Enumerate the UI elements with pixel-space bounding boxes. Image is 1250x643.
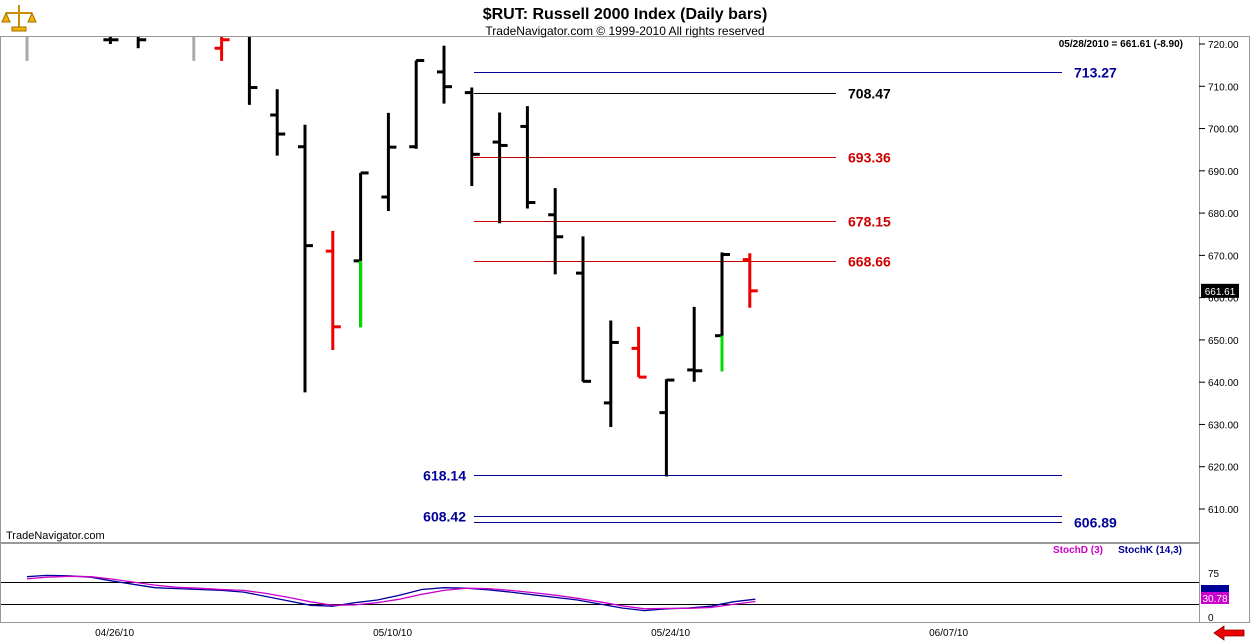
x-tick-label: 05/10/10 [373, 628, 412, 639]
level-label: 708.47 [848, 86, 891, 102]
y-tick-label: 680.00 [1208, 209, 1239, 220]
last-bar-info: 05/28/2010 = 661.61 (-8.90) [1059, 39, 1183, 50]
x-tick-label: 06/07/10 [929, 628, 968, 639]
y-tick-label: 650.00 [1208, 336, 1239, 347]
ohlc-bar [603, 320, 619, 427]
ohlc-bar [687, 306, 703, 382]
level-label: 713.27 [1074, 65, 1117, 81]
x-tick-label: 05/24/10 [651, 628, 690, 639]
ohlc-bar [25, 37, 29, 61]
y-tick-label: 620.00 [1208, 463, 1239, 474]
ohlc-bar [631, 326, 647, 379]
ohlc-bar [437, 45, 452, 104]
stochk-line [26, 574, 756, 612]
ohlc-bar [659, 378, 675, 477]
last-price-box [1201, 283, 1239, 298]
level-label: 618.14 [423, 468, 466, 484]
ohlc-bar [576, 236, 591, 383]
ohlc-bar [715, 252, 730, 372]
last-price-label: 661.61 [1205, 287, 1236, 298]
y-tick-label: 630.00 [1208, 420, 1239, 431]
level-label: 693.36 [848, 150, 891, 166]
level-label: 678.15 [848, 214, 891, 230]
ohlc-bar [192, 37, 202, 61]
chart-subtitle: TradeNavigator.com © 1999-2010 All right… [485, 24, 764, 38]
y-tick-label: 670.00 [1208, 251, 1239, 262]
x-tick-label: 04/26/10 [95, 628, 134, 639]
y-tick-label: 660.00 [1208, 294, 1239, 305]
ohlc-bar [409, 58, 425, 149]
watermark: TradeNavigator.com [6, 530, 105, 542]
ohlc-bar [270, 89, 286, 156]
stochd-value-box [1201, 592, 1229, 604]
ohlc-bar [298, 124, 313, 393]
level-label: 606.89 [1074, 515, 1117, 531]
stochd-value-label: 30.78 [1202, 594, 1227, 605]
ohlc-bar [548, 188, 564, 275]
price-panel-frame [0, 36, 1200, 543]
ohlc-bar [214, 37, 230, 61]
ohlc-bar [247, 37, 258, 105]
tradenavigator-logo-icon[interactable] [1, 2, 37, 34]
y-tick-label: 710.00 [1208, 82, 1239, 93]
y-tick-label: 610.00 [1208, 505, 1239, 516]
red-left-arrow-icon[interactable] [1213, 625, 1245, 641]
level-label: 668.66 [848, 254, 891, 270]
stoch-y-tick-label: 0 [1208, 613, 1214, 624]
ohlc-bar [103, 37, 119, 44]
y-tick-label: 700.00 [1208, 125, 1239, 136]
ohlc-bar [742, 253, 758, 308]
chart-title: $RUT: Russell 2000 Index (Daily bars) [483, 6, 768, 23]
legend-stochd: StochD (3) [1053, 545, 1103, 556]
y-tick-label: 690.00 [1208, 167, 1239, 178]
ohlc-bar [325, 230, 341, 351]
ohlc-bar [464, 87, 480, 187]
legend-stochk: StochK (14,3) [1118, 545, 1182, 556]
stochk-value-box [1201, 585, 1229, 594]
y-tick-label: 720.00 [1208, 40, 1239, 51]
ohlc-bar [492, 112, 508, 224]
ohlc-bar [353, 171, 369, 328]
ohlc-bar [520, 106, 536, 209]
right-axis-frame [1199, 36, 1250, 623]
ohlc-bar [136, 37, 147, 49]
stoch-y-tick-label: 75 [1208, 569, 1220, 580]
level-label: 608.42 [423, 509, 466, 525]
y-tick-label: 640.00 [1208, 378, 1239, 389]
stochd-line [26, 575, 756, 610]
ohlc-bar [381, 112, 397, 211]
